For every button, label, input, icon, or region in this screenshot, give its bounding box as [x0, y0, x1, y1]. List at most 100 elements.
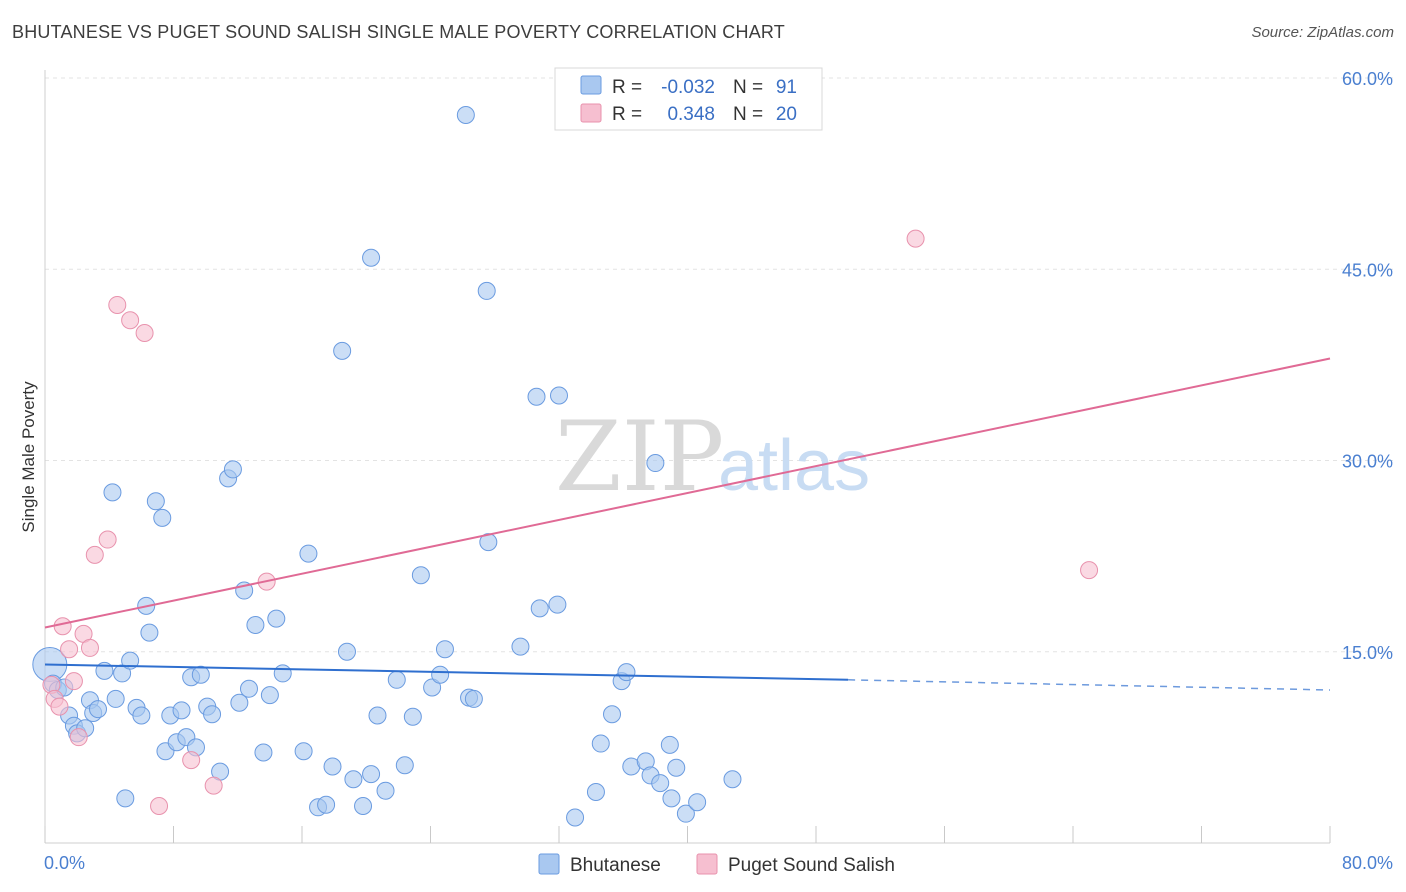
gridlines [45, 77, 1393, 653]
legend-r-value-blue: -0.032 [661, 77, 715, 98]
puget-point-16 [204, 776, 223, 795]
bhutanese-point-52 [354, 797, 373, 816]
x-tick-label-min: 0.0% [44, 853, 85, 873]
bottom-legend-swatch-bhutanese [538, 853, 560, 875]
bhutanese-point-16 [121, 651, 140, 670]
bhutanese-point-12 [103, 483, 122, 502]
bhutanese-point-36 [230, 693, 249, 712]
bhutanese-point-56 [376, 781, 395, 800]
y-tick-label-60: 60.0% [1342, 69, 1393, 89]
bhutanese-point-48 [323, 757, 342, 776]
bottom-legend-label-puget: Puget Sound Salish [728, 855, 895, 876]
x-ticks [44, 826, 1331, 843]
bhutanese-point-43 [273, 664, 292, 683]
bhutanese-point-65 [464, 689, 483, 708]
puget-point-5 [64, 672, 83, 691]
bhutanese-point-13 [106, 689, 125, 708]
bhutanese-point-69 [511, 637, 530, 656]
legend-r-label-blue: R = [612, 77, 642, 98]
trend-line-bhutanese [44, 663, 849, 681]
watermark-atlas: atlas [718, 426, 870, 506]
bhutanese-point-20 [140, 623, 159, 642]
puget-point-12 [121, 311, 140, 330]
puget-point-18 [906, 229, 925, 248]
watermark-zip: ZIP [555, 401, 724, 513]
bhutanese-point-71 [530, 599, 549, 618]
y-tick-label-30: 30.0% [1342, 452, 1393, 472]
bhutanese-point-50 [337, 642, 356, 661]
bhutanese-point-40 [254, 743, 273, 762]
stats-legend: R = -0.032 N = 91 R = 0.348 N = 20 [554, 67, 823, 131]
bhutanese-point-53 [362, 765, 381, 784]
puget-point-8 [80, 638, 99, 657]
bhutanese-point-68 [477, 281, 496, 300]
puget-point-9 [85, 545, 104, 564]
bhutanese-point-73 [550, 386, 568, 405]
bhutanese-point-35 [223, 460, 242, 479]
trend-line-bhutanese-extension [848, 679, 1331, 691]
bhutanese-point-44 [294, 742, 313, 761]
bhutanese-point-18 [132, 706, 151, 725]
bhutanese-point-66 [456, 105, 475, 124]
bhutanese-point-72 [548, 595, 567, 614]
y-tick-label-15: 15.0% [1342, 643, 1393, 663]
bhutanese-point-84 [651, 774, 670, 793]
puget-point-4 [60, 640, 79, 659]
trend-lines [44, 357, 1331, 691]
bhutanese-point-76 [591, 734, 610, 753]
bhutanese-point-59 [403, 707, 422, 726]
bhutanese-point-41 [260, 686, 279, 705]
legend-r-value-pink: 0.348 [667, 104, 715, 125]
bhutanese-point-54 [368, 706, 387, 725]
bhutanese-point-61 [423, 678, 442, 697]
legend-swatch-pink [580, 103, 602, 123]
bhutanese-point-83 [646, 454, 665, 473]
y-tick-label-45: 45.0% [1342, 260, 1393, 280]
bhutanese-point-22 [153, 508, 172, 527]
bhutanese-point-67 [479, 533, 498, 552]
legend-n-label-pink: N = [733, 104, 763, 125]
bhutanese-point-90 [723, 770, 742, 789]
legend-n-label-blue: N = [733, 77, 763, 98]
legend-n-value-pink: 20 [776, 104, 797, 125]
legend-swatch-blue [580, 75, 602, 95]
bhutanese-point-49 [333, 341, 352, 360]
puget-point-13 [135, 324, 154, 342]
bhutanese-point-89 [688, 793, 707, 812]
bhutanese-point-47 [317, 795, 336, 814]
bhutanese-point-39 [246, 615, 265, 634]
puget-point-11 [108, 295, 127, 314]
bhutanese-point-75 [586, 783, 605, 801]
legend-n-value-blue: 91 [776, 77, 797, 98]
bhutanese-point-30 [191, 665, 210, 684]
trend-line-puget-sound-salish [44, 357, 1331, 629]
bhutanese-point-86 [662, 789, 681, 808]
x-tick-label-max: 80.0% [1342, 853, 1393, 873]
bhutanese-point-10 [89, 700, 108, 719]
bhutanese-point-42 [267, 609, 286, 628]
bhutanese-point-70 [527, 387, 546, 406]
source-label: Source: ZipAtlas.com [1251, 24, 1394, 41]
bhutanese-point-15 [116, 789, 135, 808]
puget-point-6 [69, 728, 88, 747]
bhutanese-point-57 [387, 670, 406, 689]
bhutanese-point-58 [395, 756, 414, 775]
bhutanese-point-85 [660, 735, 679, 754]
bhutanese-point-60 [411, 566, 430, 585]
bhutanese-point-79 [617, 663, 636, 682]
puget-point-15 [182, 751, 201, 770]
series-puget-sound-salish-points [42, 229, 1099, 816]
puget-point-14 [150, 797, 169, 816]
y-tick-labels: 15.0% 30.0% 45.0% 60.0% [1342, 69, 1393, 663]
bottom-legend-swatch-puget [696, 853, 718, 875]
bhutanese-point-55 [362, 248, 381, 267]
bhutanese-point-26 [172, 701, 191, 720]
bhutanese-point-45 [299, 544, 318, 563]
series-legend: Bhutanese Puget Sound Salish [538, 853, 895, 876]
legend-r-label-pink: R = [612, 104, 642, 125]
series-bhutanese-points [32, 105, 742, 827]
chart-title: BHUTANESE VS PUGET SOUND SALISH SINGLE M… [12, 22, 785, 42]
puget-point-3 [53, 617, 72, 636]
bottom-legend-label-bhutanese: Bhutanese [570, 855, 661, 876]
